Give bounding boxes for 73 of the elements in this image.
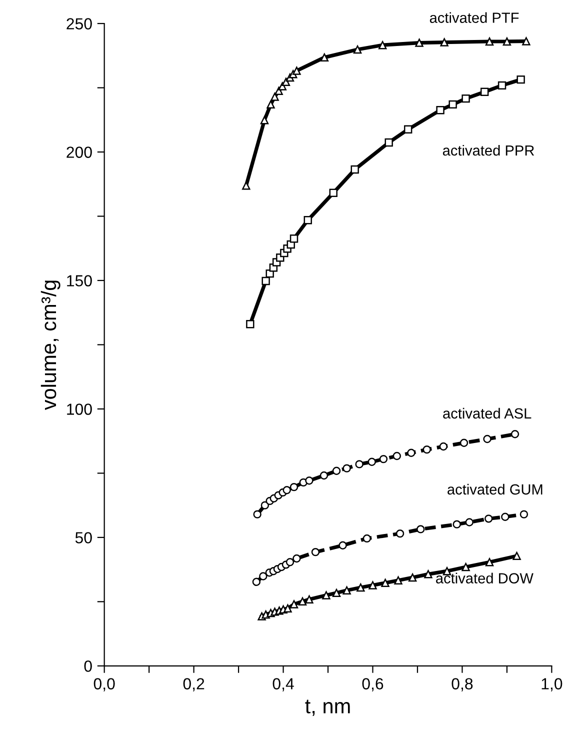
point xyxy=(355,460,364,468)
point xyxy=(311,548,320,556)
point xyxy=(460,438,468,447)
x-axis-title: t, nm xyxy=(305,700,350,716)
x-tick-label: 0,4 xyxy=(272,678,294,692)
series-label: activated GUM xyxy=(448,484,542,495)
point xyxy=(422,445,431,454)
point xyxy=(379,454,388,464)
point xyxy=(436,106,444,114)
point xyxy=(485,558,494,566)
point xyxy=(332,466,341,475)
point xyxy=(356,583,365,592)
point xyxy=(246,320,254,328)
point xyxy=(510,430,520,438)
point xyxy=(260,116,269,124)
series-label: activated PTF xyxy=(430,12,519,23)
point xyxy=(350,165,359,174)
point xyxy=(404,125,412,134)
point xyxy=(480,88,489,96)
point xyxy=(292,66,301,75)
point xyxy=(483,434,492,444)
point xyxy=(485,37,494,46)
point xyxy=(465,518,474,526)
y-tick-label: 250 xyxy=(66,18,92,30)
point xyxy=(253,510,262,518)
point xyxy=(448,100,457,109)
point xyxy=(512,552,521,560)
y-tick-label: 150 xyxy=(67,275,92,286)
point xyxy=(520,510,528,518)
point xyxy=(242,182,250,190)
point xyxy=(368,458,376,466)
point xyxy=(329,188,338,197)
series-label: activated ASL xyxy=(443,408,532,419)
x-tick-label: 0,8 xyxy=(452,678,473,692)
y-tick-label: 100 xyxy=(67,404,92,415)
point xyxy=(462,94,470,103)
point xyxy=(362,534,372,543)
point xyxy=(252,578,261,586)
point xyxy=(392,452,401,460)
point xyxy=(408,573,417,582)
point xyxy=(290,234,298,243)
point xyxy=(522,37,530,46)
y-tick-label: 200 xyxy=(66,146,92,158)
point xyxy=(322,591,330,600)
point xyxy=(342,464,351,472)
y-tick-label: 0 xyxy=(84,660,92,672)
point xyxy=(407,448,416,457)
point xyxy=(502,37,512,46)
point xyxy=(353,45,362,54)
point xyxy=(259,572,268,580)
point xyxy=(396,529,404,538)
series-label: activated DOW xyxy=(436,572,534,584)
x-tick-label: 0,6 xyxy=(362,678,384,692)
point xyxy=(384,138,393,147)
point xyxy=(501,512,510,521)
x-tick-label: 0,2 xyxy=(183,678,204,692)
point xyxy=(439,442,448,451)
point xyxy=(304,216,312,224)
point xyxy=(262,276,270,286)
y-axis-title: volume, cm³/g xyxy=(40,280,60,410)
x-tick-label: 1,0 xyxy=(542,678,562,692)
point xyxy=(498,81,506,90)
point xyxy=(424,570,432,578)
text: activated PPR xyxy=(442,144,534,156)
y-tick-label: 50 xyxy=(75,532,92,544)
point xyxy=(282,486,291,494)
point xyxy=(286,558,294,566)
point xyxy=(484,514,493,523)
point xyxy=(462,562,470,572)
point xyxy=(416,525,425,534)
x-tick-label: 0,0 xyxy=(94,678,115,692)
point xyxy=(516,75,525,84)
point xyxy=(452,520,461,528)
